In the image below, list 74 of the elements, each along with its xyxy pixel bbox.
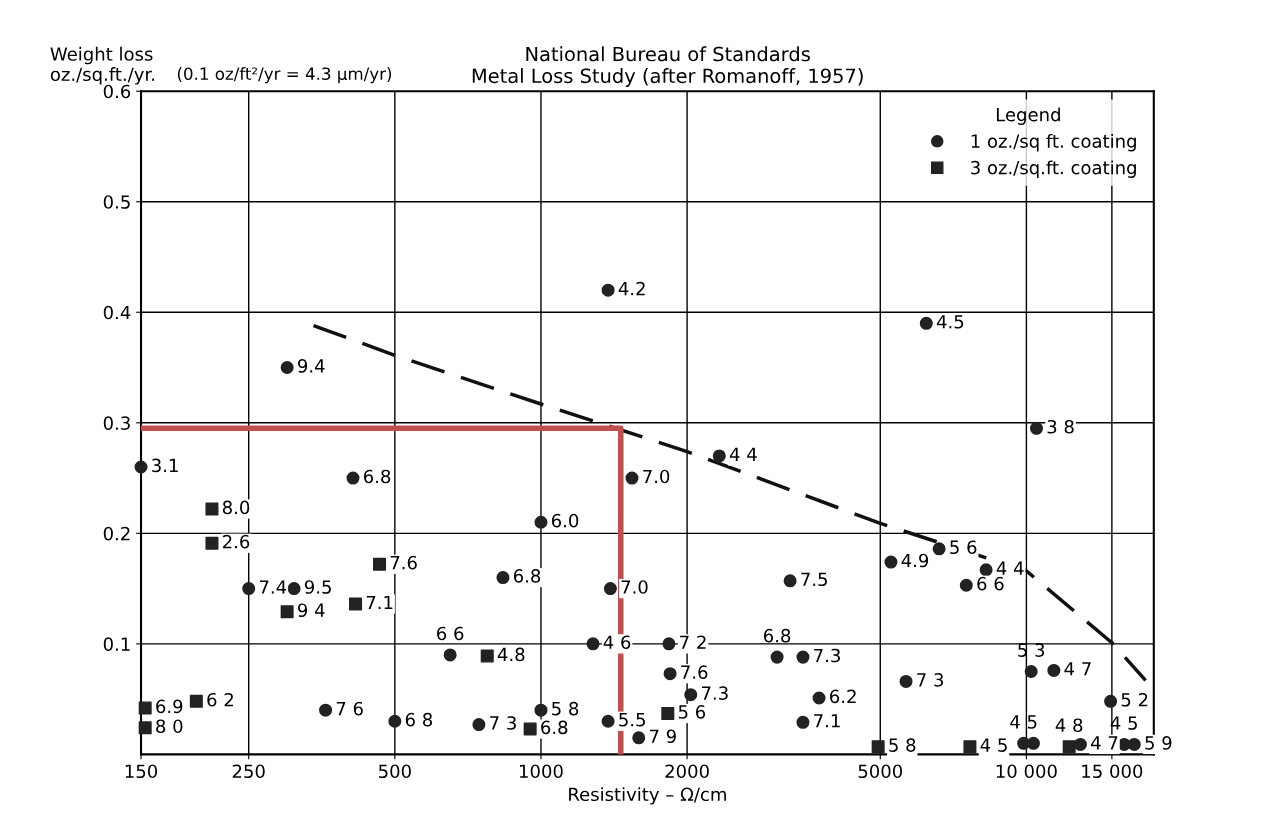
annotation: 4.9 bbox=[901, 553, 929, 568]
annotation: 6 6 bbox=[977, 576, 1004, 591]
annotation: 5 9 bbox=[1145, 736, 1172, 750]
annotation: 6.8 bbox=[764, 628, 791, 643]
y-axis-title: Weight loss oz./sq.ft./yr. bbox=[50, 46, 155, 85]
y-tick-label: 0.6 bbox=[103, 84, 131, 99]
annotation: 7 2 bbox=[680, 635, 706, 649]
annotation: 6.9 bbox=[156, 699, 183, 714]
annotation: 6.8 bbox=[541, 720, 568, 735]
annotation: 4.8 bbox=[497, 647, 525, 662]
legend-label: 3 oz./sq.ft. coating bbox=[971, 160, 1136, 178]
annotation: 5 6 bbox=[950, 540, 977, 555]
x-tick-label: 500 bbox=[379, 764, 411, 779]
x-axis-title: Resistivity – Ω/cm bbox=[569, 787, 726, 805]
annotation: 9.5 bbox=[304, 580, 331, 594]
x-tick-label: 250 bbox=[232, 764, 265, 779]
y-tick-label: 0.4 bbox=[103, 305, 131, 320]
annotation: 4 4 bbox=[729, 447, 757, 461]
annotation: 7.3 bbox=[701, 686, 728, 700]
annotation: 6 2 bbox=[207, 692, 233, 707]
annotation: 2.6 bbox=[223, 534, 250, 549]
annotation: 6.0 bbox=[551, 513, 579, 528]
annotation: 4 6 bbox=[603, 635, 631, 650]
annotation: 4 8 bbox=[1055, 718, 1083, 733]
annotation: 4 5 bbox=[980, 738, 1007, 752]
legend-title: Legend bbox=[996, 107, 1060, 125]
x-tick-label: 10 000 bbox=[996, 764, 1057, 779]
y-tick-label: 0.1 bbox=[103, 637, 130, 651]
y-tick-label: 0.5 bbox=[103, 195, 130, 209]
annotation: 4 4 bbox=[996, 561, 1024, 575]
annotation: 8 0 bbox=[156, 719, 183, 734]
annotation: 7.5 bbox=[801, 572, 827, 587]
annotation: 9.4 bbox=[298, 359, 325, 373]
annotation: 6.8 bbox=[363, 469, 391, 484]
annotation: 7 9 bbox=[649, 729, 676, 744]
annotation: 7.0 bbox=[621, 580, 648, 594]
chart-title: National Bureau of Standards Metal Loss Study (after Romanoff, 1957) bbox=[472, 46, 863, 87]
annotation: 6 8 bbox=[405, 712, 433, 727]
annotation: 4 5 bbox=[1010, 715, 1037, 729]
text: (0.1 oz/ft²/yr = 4.3 μm/yr) bbox=[177, 67, 392, 84]
annotation: 5 2 bbox=[1121, 692, 1148, 707]
x-tick-label: 2000 bbox=[665, 764, 709, 779]
annotation: 4 7 bbox=[1064, 662, 1091, 676]
y-tick-label: 0.3 bbox=[103, 416, 130, 430]
annotation: 6.2 bbox=[830, 689, 856, 704]
annotation: 7.1 bbox=[366, 595, 393, 610]
annotation: 7.6 bbox=[390, 555, 417, 570]
annotation: 7.1 bbox=[814, 714, 840, 728]
annotation: 7 6 bbox=[336, 701, 363, 716]
x-tick-label: 1000 bbox=[519, 764, 563, 779]
annotation: 5 8 bbox=[889, 738, 916, 752]
annotation: 4 7 bbox=[1091, 736, 1118, 750]
x-tick-label: 5000 bbox=[858, 764, 903, 779]
annotation: 4.5 bbox=[936, 315, 964, 329]
annotation: 4.2 bbox=[618, 281, 645, 296]
annotation: 5 6 bbox=[678, 705, 706, 719]
annotation: 7.6 bbox=[681, 665, 708, 679]
annotation: 3.1 bbox=[152, 458, 178, 473]
legend-label: 1 oz./sq ft. coating bbox=[971, 133, 1136, 152]
annotation: 7.4 bbox=[259, 580, 287, 594]
annotation: 3 8 bbox=[1047, 419, 1074, 434]
x-tick-label: 150 bbox=[125, 764, 158, 779]
y-tick-label: 0.2 bbox=[103, 526, 130, 541]
annotation: 5 8 bbox=[552, 701, 579, 716]
annotation: 7.0 bbox=[643, 469, 670, 484]
annotation: 5.5 bbox=[619, 713, 645, 727]
annotation: 7.3 bbox=[814, 648, 840, 663]
annotation: 8.0 bbox=[222, 500, 250, 515]
annotation: 6 6 bbox=[437, 626, 464, 641]
x-tick-label: 15 000 bbox=[1082, 764, 1143, 779]
annotation: 6.8 bbox=[513, 569, 541, 583]
annotation: 7 3 bbox=[490, 716, 516, 730]
annotation: 9 4 bbox=[298, 603, 325, 618]
annotation: 7 3 bbox=[917, 673, 944, 687]
